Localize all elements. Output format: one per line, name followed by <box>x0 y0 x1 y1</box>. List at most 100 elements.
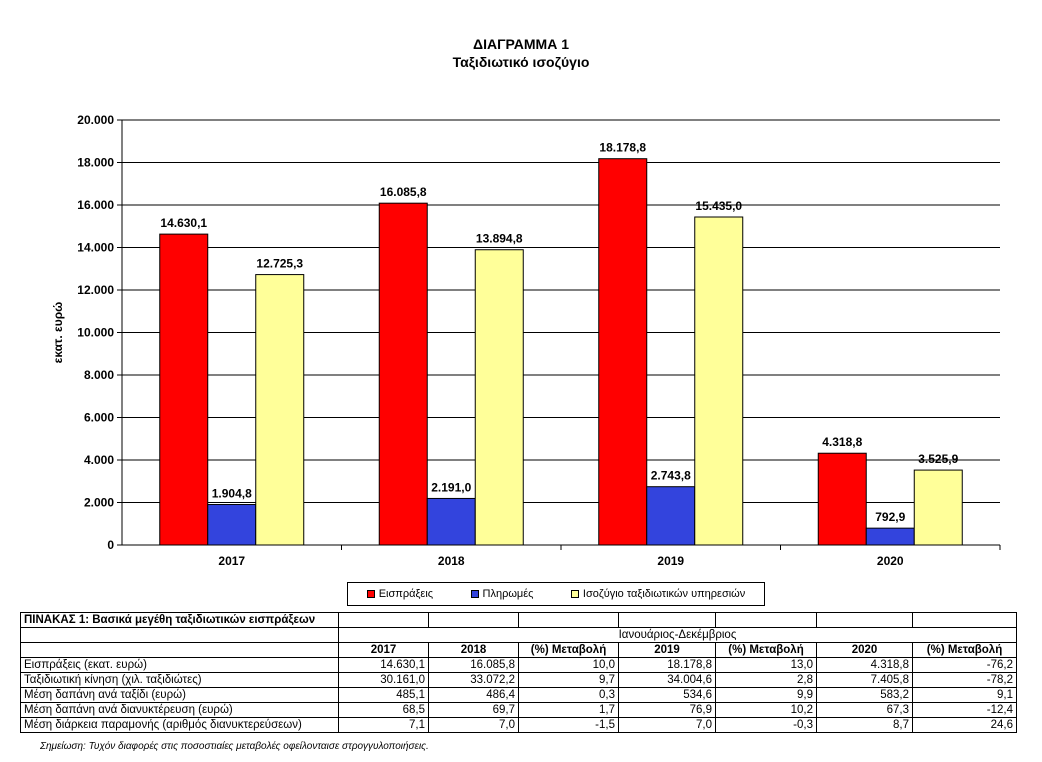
legend-item: Εισπράξεις <box>366 588 434 600</box>
legend-swatch <box>366 590 375 598</box>
table-cell: 16.085,8 <box>428 657 519 673</box>
data-label: 16.085,8 <box>380 185 427 199</box>
y-tick-label: 2.000 <box>84 496 114 510</box>
table-cell: 2,8 <box>715 672 817 688</box>
y-tick-label: 12.000 <box>77 283 114 297</box>
y-tick-label: 10.000 <box>77 326 114 340</box>
table-column-header: 2018 <box>428 642 519 658</box>
bar-receipts <box>598 158 648 546</box>
table-row-label: Μέση δαπάνη ανά ταξίδι (ευρώ) <box>20 687 339 703</box>
table-row: Μέση διάρκεια παραμονής (αριθμός διανυκτ… <box>20 717 1017 733</box>
table-cell: 8,7 <box>816 717 913 733</box>
y-tick-label: 16.000 <box>77 198 114 212</box>
y-tick-label: 8.000 <box>84 368 114 382</box>
table-cell: 7,0 <box>428 717 519 733</box>
legend-label: Εισπράξεις <box>378 588 434 600</box>
table-cell: 30.161,0 <box>338 672 429 688</box>
chart-area: ΔΙΑΓΡΑΜΜΑ 1 Ταξιδιωτικό ισοζύγιο 0 2.000 4… <box>51 36 1001 606</box>
bar-payments <box>426 497 476 546</box>
table-column-header: (%) Μεταβολή <box>715 642 817 658</box>
table-row-label: Ταξιδιωτική κίνηση (χιλ. ταξιδιώτες) <box>20 672 339 688</box>
table-cell: 7,1 <box>338 717 429 733</box>
table-row-label: Μέση δαπάνη ανά διανυκτέρευση (ευρώ) <box>20 702 339 718</box>
bar-chart: 0 2.000 4.000 6.000 8.000 10.000 12.000 14.000 1… <box>51 113 1001 568</box>
table-cell: 69,7 <box>428 702 519 718</box>
bar-receipts <box>159 233 209 546</box>
data-label: 2.743,8 <box>651 469 691 483</box>
data-label: 14.630,1 <box>160 216 207 230</box>
table-cell: 76,9 <box>618 702 716 718</box>
data-label: 13.894,8 <box>476 232 523 246</box>
y-tick-label: 4.000 <box>84 453 114 467</box>
bar-receipts <box>817 452 867 546</box>
table-column-header: (%) Μεταβολή <box>518 642 619 658</box>
table-cell: 67,3 <box>816 702 913 718</box>
data-table: ΠΙΝΑΚΑΣ 1: Βασικά μεγέθη ταξιδιωτικών ει… <box>20 612 1017 733</box>
data-label: 12.725,3 <box>256 257 303 271</box>
table-cell: 0,3 <box>518 687 619 703</box>
table-cell: 33.072,2 <box>428 672 519 688</box>
table-cell: -1,5 <box>518 717 619 733</box>
table-cell: 534,6 <box>618 687 716 703</box>
table-note: Σημείωση: Τυχόν διαφορές στις ποσοστιαίε… <box>40 741 429 752</box>
table-cell: 13,0 <box>715 657 817 673</box>
table-row: Ταξιδιωτική κίνηση (χιλ. ταξιδιώτες) 30.1… <box>20 672 1017 688</box>
x-tick-label: 2017 <box>218 554 245 568</box>
legend-swatch <box>570 590 579 598</box>
table-cell: 486,4 <box>428 687 519 703</box>
chart-legend: Εισπράξεις Πληρωμές Ισοζύγιο ταξιδιωτικών … <box>347 582 765 606</box>
table-caption-row: ΠΙΝΑΚΑΣ 1: Βασικά μεγέθη ταξιδιωτικών ει… <box>20 612 1017 628</box>
table-cell: 9,7 <box>518 672 619 688</box>
y-tick-label: 20.000 <box>77 113 114 127</box>
y-tick-label: 18.000 <box>77 156 114 170</box>
table-column-header-row: 2017 2018 (%) Μεταβολή 2019 (%) Μεταβολή 2020… <box>20 642 1017 658</box>
table-cell: 34.004,6 <box>618 672 716 688</box>
bar-receipts <box>378 202 428 546</box>
chart-title: ΔΙΑΓΡΑΜΜΑ 1 <box>473 36 569 52</box>
data-label: 2.191,0 <box>431 480 471 494</box>
table-column-header: 2019 <box>618 642 716 658</box>
table-cell: 7.405,8 <box>816 672 913 688</box>
table-cell: 10,2 <box>715 702 817 718</box>
legend-label: Πληρωμές <box>482 588 534 600</box>
table-cell: 10,0 <box>518 657 619 673</box>
table-column-header: 2020 <box>816 642 913 658</box>
table-cell: -78,2 <box>912 672 1017 688</box>
data-label: 4.318,8 <box>822 435 862 449</box>
data-label: 1.904,8 <box>212 487 252 501</box>
table-cell: -76,2 <box>912 657 1017 673</box>
data-label: 15.435,0 <box>695 199 742 213</box>
bar-payments <box>207 504 257 546</box>
table-row: Μέση δαπάνη ανά ταξίδι (ευρώ) 485,1 486,4 0… <box>20 687 1017 703</box>
bar-payments <box>646 486 696 546</box>
table-cell: 9,1 <box>912 687 1017 703</box>
legend-label: Ισοζύγιο ταξιδιωτικών υπηρεσιών <box>582 588 746 600</box>
data-table-section: ΠΙΝΑΚΑΣ 1: Βασικά μεγέθη ταξιδιωτικών ει… <box>20 612 1017 733</box>
table-row-label: Εισπράξεις (εκατ. ευρώ) <box>20 657 339 673</box>
table-cell: 9,9 <box>715 687 817 703</box>
legend-item: Ισοζύγιο ταξιδιωτικών υπηρεσιών <box>570 588 746 600</box>
table-caption: ΠΙΝΑΚΑΣ 1: Βασικά μεγέθη ταξιδιωτικών ει… <box>20 612 339 628</box>
data-label: 18.178,8 <box>599 141 646 155</box>
y-tick-label: 0 <box>107 538 114 552</box>
bar-balance <box>694 216 744 546</box>
table-cell: 1,7 <box>518 702 619 718</box>
table-column-header: 2017 <box>338 642 429 658</box>
chart-subtitle: Ταξιδιωτικό ισοζύγιο <box>452 54 590 70</box>
y-tick-label: 14.000 <box>77 241 114 255</box>
table-row-label: Μέση διάρκεια παραμονής (αριθμός διανυκτ… <box>20 717 339 733</box>
table-row: Εισπράξεις (εκατ. ευρώ) 14.630,1 16.085,8 1… <box>20 657 1017 673</box>
table-cell: 24,6 <box>912 717 1017 733</box>
bar-payments <box>865 527 915 546</box>
table-period-row: Ιανουάριος-Δεκέμβριος <box>20 627 1017 643</box>
table-cell: 18.178,8 <box>618 657 716 673</box>
x-tick-label: 2018 <box>438 554 465 568</box>
table-cell: 4.318,8 <box>816 657 913 673</box>
table-cell: -0,3 <box>715 717 817 733</box>
data-label: 3.525,9 <box>918 452 958 466</box>
bar-balance <box>913 469 963 546</box>
table-column-header: (%) Μεταβολή <box>912 642 1017 658</box>
table-cell: 68,5 <box>338 702 429 718</box>
table-cell: -12,4 <box>912 702 1017 718</box>
bar-balance <box>255 274 305 546</box>
